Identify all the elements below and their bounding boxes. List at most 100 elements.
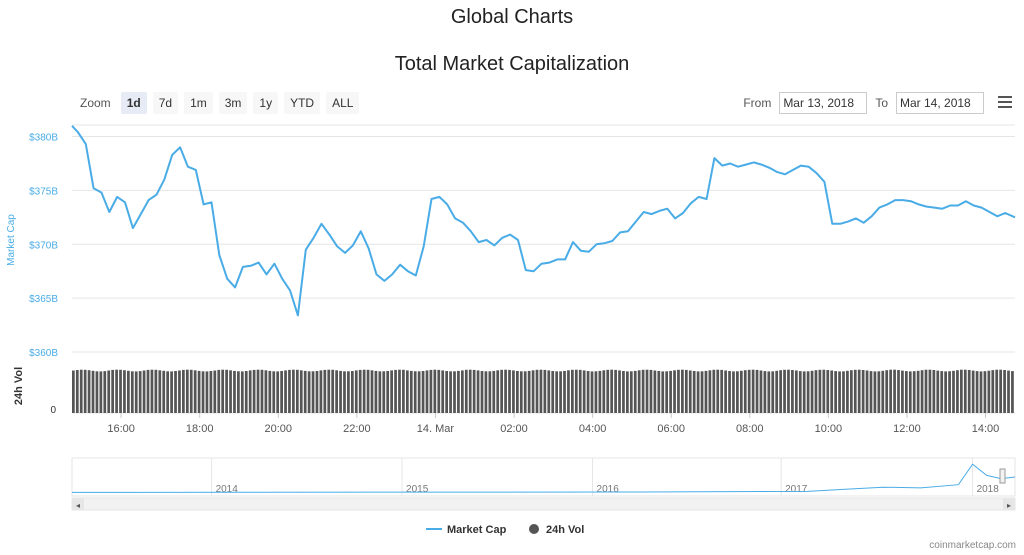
hamburger-menu-icon[interactable] xyxy=(998,96,1012,108)
volume-bar xyxy=(276,371,280,413)
zoom-label: Zoom xyxy=(80,96,111,110)
volume-bar xyxy=(755,369,759,413)
volume-bar xyxy=(201,371,205,413)
volume-bar xyxy=(794,370,798,413)
scrollbar-track xyxy=(71,497,1016,511)
volume-bar xyxy=(739,370,743,413)
zoom-7d-button[interactable]: 7d xyxy=(152,92,179,114)
volume-bar xyxy=(916,370,920,413)
volume-bar xyxy=(578,369,582,413)
volume-bar xyxy=(979,371,983,413)
navigator-year-label: 2016 xyxy=(597,484,620,495)
volume-bar xyxy=(170,371,173,413)
volume-bar xyxy=(767,371,771,413)
volume-bar xyxy=(512,370,515,413)
volume-bar xyxy=(288,369,291,413)
navigator-year-label: 2015 xyxy=(406,484,429,495)
volume-bar xyxy=(606,369,610,413)
volume-bar xyxy=(653,370,657,413)
volume-bar xyxy=(350,371,354,413)
volume-bar xyxy=(649,369,653,413)
volume-bar xyxy=(354,370,358,413)
volume-bar xyxy=(464,369,468,413)
zoom-1d-button[interactable]: 1d xyxy=(120,92,147,114)
volume-bar xyxy=(633,370,637,413)
volume-bar xyxy=(657,371,661,413)
volume-bar xyxy=(209,371,213,413)
volume-bar xyxy=(787,369,790,413)
volume-bar xyxy=(91,370,95,413)
volume-bar xyxy=(83,369,87,413)
volume-bar xyxy=(398,369,401,413)
volume-bar xyxy=(669,370,672,413)
volume-bar xyxy=(995,369,999,413)
x-tick-label: 06:00 xyxy=(657,423,685,435)
volume-bar xyxy=(323,369,327,413)
volume-bar xyxy=(343,371,346,413)
volume-bar xyxy=(425,370,429,413)
volume-bar xyxy=(877,371,881,413)
volume-bar xyxy=(130,371,134,413)
volume-bar xyxy=(724,370,727,413)
volume-bar xyxy=(865,370,869,413)
volume-bar xyxy=(225,369,228,413)
zoom-1m-button[interactable]: 1m xyxy=(184,92,213,114)
volume-bar xyxy=(629,371,633,413)
page-title: Global Charts xyxy=(450,6,574,28)
volume-bar xyxy=(437,369,441,413)
volume-bar xyxy=(999,369,1003,413)
credit-text: coinmarketcap.com xyxy=(929,540,1016,551)
volume-bar xyxy=(956,370,959,413)
volume-bar xyxy=(928,369,932,413)
volume-bar xyxy=(402,369,405,413)
zoom-ytd-button[interactable]: YTD xyxy=(284,92,321,114)
volume-bar xyxy=(111,369,115,413)
volume-bar xyxy=(370,370,374,413)
volume-bar xyxy=(445,371,448,413)
navigator-handle xyxy=(999,468,1006,484)
volume-bar xyxy=(889,369,892,413)
y-axis-title: Market Cap xyxy=(6,214,17,266)
volume-bar xyxy=(127,370,130,413)
legend-market-cap-label: Market Cap xyxy=(447,524,507,536)
volume-bar xyxy=(673,370,676,413)
volume-bar xyxy=(747,369,751,413)
volume-bar xyxy=(386,371,390,413)
volume-bar xyxy=(677,369,680,413)
volume-bar xyxy=(492,370,496,413)
zoom-3m-button[interactable]: 3m xyxy=(218,92,248,114)
x-tick-label: 02:00 xyxy=(500,423,528,435)
volume-bar xyxy=(834,371,837,413)
volume-bar xyxy=(555,371,559,413)
volume-bar xyxy=(335,370,338,413)
volume-bar xyxy=(924,369,928,413)
volume-bar xyxy=(594,371,598,413)
volume-bar xyxy=(433,369,437,413)
volume-bar xyxy=(182,369,185,413)
volume-bar xyxy=(260,369,264,413)
scroll-right-icon: ▸ xyxy=(1007,501,1011,510)
to-date-input[interactable] xyxy=(896,92,984,114)
volume-bar xyxy=(197,370,201,413)
volume-bar xyxy=(303,370,307,413)
volume-bar xyxy=(704,370,708,413)
scroll-left-button xyxy=(72,498,84,510)
volume-bar xyxy=(272,371,276,413)
volume-bar xyxy=(441,370,445,413)
volume-bar xyxy=(158,370,162,413)
volume-bar xyxy=(614,369,617,413)
x-tick-label: 20:00 xyxy=(265,423,293,435)
volume-bar xyxy=(72,370,75,413)
volume-bar xyxy=(217,369,221,413)
zoom-1y-button[interactable]: 1y xyxy=(253,92,279,114)
volume-bar xyxy=(602,370,606,413)
volume-bar xyxy=(932,370,936,413)
volume-bar xyxy=(362,369,366,413)
zoom-all-button[interactable]: ALL xyxy=(326,92,360,114)
volume-bar xyxy=(205,371,209,413)
from-date-input[interactable] xyxy=(779,92,868,114)
volume-bar xyxy=(429,369,433,413)
volume-bar xyxy=(193,370,197,413)
x-tick-label: 16:00 xyxy=(107,423,135,435)
y-tick-label: $370B xyxy=(29,240,58,251)
